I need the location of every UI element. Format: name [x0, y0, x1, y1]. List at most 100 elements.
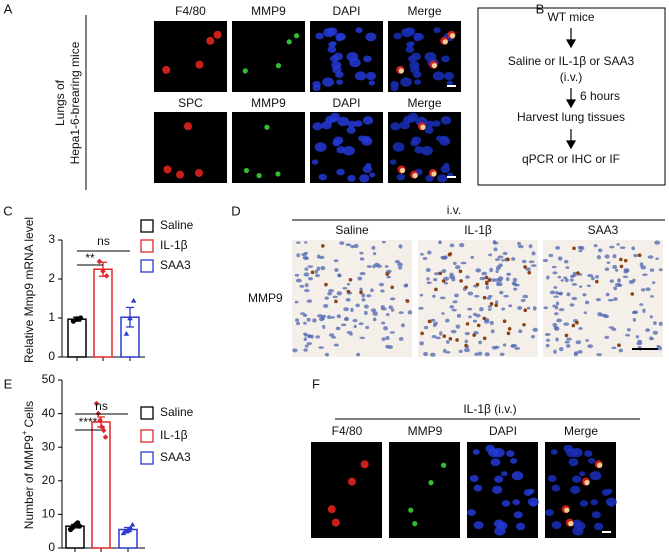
cell	[587, 273, 594, 278]
stained-cell	[476, 323, 481, 328]
cell	[296, 241, 301, 244]
cell	[642, 273, 648, 277]
stained-cell	[310, 270, 315, 275]
nucleus	[424, 126, 434, 134]
micrograph	[389, 442, 460, 538]
data-point	[127, 525, 134, 531]
cell	[358, 322, 364, 326]
cell	[605, 292, 610, 297]
green-signal	[428, 480, 434, 486]
stained-cell	[405, 299, 410, 303]
cell	[423, 325, 429, 330]
stained-cell	[385, 272, 390, 276]
nucleus	[413, 35, 421, 42]
cell	[444, 281, 448, 285]
cell	[473, 294, 480, 298]
cell	[606, 261, 611, 265]
flow-step: Harvest lung tissues	[517, 110, 625, 124]
cell	[342, 287, 348, 290]
cell	[564, 340, 570, 344]
cell	[359, 271, 366, 276]
cell	[649, 336, 653, 341]
cell	[497, 255, 504, 259]
nucleus	[327, 27, 338, 36]
cell	[390, 308, 395, 312]
y-tick-label: 50	[42, 372, 56, 386]
stained-cell	[619, 264, 624, 269]
nucleus	[347, 120, 357, 128]
cell	[608, 326, 615, 329]
cell	[609, 279, 614, 283]
cell	[398, 244, 403, 249]
cell	[455, 324, 461, 329]
cell	[307, 277, 314, 281]
y-tick-label: 1	[48, 310, 55, 324]
cell	[530, 264, 537, 267]
cell	[573, 352, 578, 357]
nucleus	[321, 120, 332, 130]
cell	[385, 336, 390, 340]
legend-swatch	[140, 219, 154, 233]
cell	[477, 351, 483, 356]
cell	[566, 337, 572, 341]
cell	[558, 308, 565, 312]
cell	[398, 337, 404, 341]
cell	[331, 336, 337, 339]
nucleus	[467, 509, 476, 517]
flow-step: (i.v.)	[560, 70, 582, 84]
cell	[565, 343, 571, 348]
cell	[642, 308, 646, 313]
cell	[418, 306, 424, 310]
cell	[514, 347, 521, 350]
cell	[442, 255, 448, 260]
nucleus	[322, 77, 334, 87]
nucleus	[362, 135, 371, 143]
cell	[595, 297, 601, 302]
cell	[551, 265, 557, 269]
nucleus	[346, 52, 359, 62]
cell	[464, 331, 470, 336]
ihc-image	[292, 240, 413, 357]
image-bg	[543, 240, 663, 357]
cell	[579, 285, 583, 288]
nucleus	[336, 79, 344, 85]
cell	[617, 278, 621, 283]
nucleus	[390, 80, 399, 88]
data-point	[78, 315, 84, 321]
nucleus	[440, 135, 449, 143]
cell	[403, 283, 408, 288]
cell	[468, 315, 472, 319]
nucleus	[472, 449, 480, 455]
nucleus	[425, 120, 435, 128]
cell	[492, 240, 497, 245]
cell	[494, 278, 500, 282]
cell	[346, 283, 351, 286]
cell	[394, 259, 400, 264]
nucleus	[510, 457, 518, 464]
nucleus	[365, 32, 377, 42]
cell	[548, 253, 554, 258]
nucleus	[593, 522, 604, 531]
green-signal	[408, 507, 414, 513]
cell	[586, 284, 592, 288]
cell	[604, 267, 610, 271]
stained-cell	[448, 336, 453, 341]
cell	[587, 344, 594, 349]
cell	[569, 303, 575, 307]
cell	[494, 258, 501, 261]
nucleus	[584, 450, 593, 457]
cell	[449, 243, 455, 248]
nucleus	[492, 447, 505, 458]
cell	[316, 254, 321, 259]
nucleus	[494, 526, 506, 536]
cell	[474, 352, 479, 356]
stained-cell	[475, 282, 480, 287]
micrograph	[232, 112, 305, 183]
cell	[465, 275, 470, 279]
cell	[431, 335, 437, 339]
nucleus	[591, 511, 601, 519]
cell	[604, 254, 610, 259]
stained-cell	[571, 323, 576, 328]
stained-cell	[324, 282, 328, 287]
nucleus	[501, 471, 508, 477]
